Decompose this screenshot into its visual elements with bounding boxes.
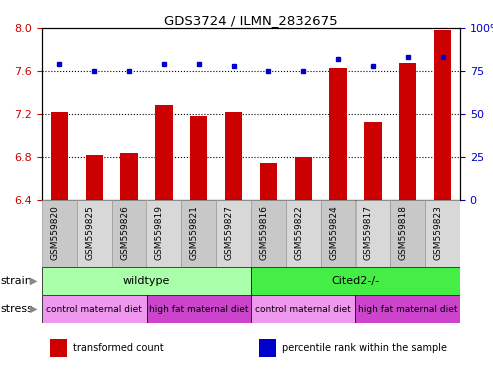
Text: percentile rank within the sample: percentile rank within the sample [282, 343, 447, 353]
Text: GSM559819: GSM559819 [155, 205, 164, 260]
Title: GDS3724 / ILMN_2832675: GDS3724 / ILMN_2832675 [164, 14, 338, 27]
Text: GSM559826: GSM559826 [120, 205, 129, 260]
Text: GSM559821: GSM559821 [190, 205, 199, 260]
Bar [390, 200, 425, 267]
Bar [181, 200, 216, 267]
Text: ▶: ▶ [30, 304, 37, 314]
Bar [77, 200, 112, 267]
Text: strain: strain [0, 276, 32, 286]
Bar [155, 105, 173, 200]
Text: GSM559824: GSM559824 [329, 205, 338, 260]
Text: control maternal diet: control maternal diet [255, 305, 351, 313]
Text: high fat maternal diet: high fat maternal diet [358, 305, 458, 313]
Text: control maternal diet: control maternal diet [46, 305, 142, 313]
Bar [51, 112, 68, 200]
Text: GSM559817: GSM559817 [364, 205, 373, 260]
Bar [50, 339, 67, 358]
Bar [434, 30, 451, 200]
Bar [216, 200, 251, 267]
Bar [146, 295, 251, 323]
Bar [120, 153, 138, 200]
Bar [286, 200, 320, 267]
Text: GSM559827: GSM559827 [225, 205, 234, 260]
Bar [42, 200, 77, 267]
Bar [399, 63, 417, 200]
Bar [329, 68, 347, 200]
Bar [364, 121, 382, 200]
Bar [146, 200, 181, 267]
Bar [294, 157, 312, 200]
Bar [251, 200, 286, 267]
Bar [425, 200, 460, 267]
Text: stress: stress [0, 304, 33, 314]
Bar [355, 295, 460, 323]
Bar [260, 164, 277, 200]
Text: Cited2-/-: Cited2-/- [331, 276, 380, 286]
Text: transformed count: transformed count [73, 343, 164, 353]
Text: GSM559825: GSM559825 [85, 205, 94, 260]
Bar [355, 200, 390, 267]
Bar [42, 267, 251, 295]
Bar [259, 339, 276, 358]
Text: GSM559823: GSM559823 [433, 205, 443, 260]
Text: wildtype: wildtype [123, 276, 170, 286]
Text: GSM559816: GSM559816 [259, 205, 268, 260]
Bar [251, 295, 355, 323]
Text: GSM559822: GSM559822 [294, 205, 303, 260]
Bar [190, 116, 208, 200]
Bar [42, 295, 146, 323]
Bar [251, 267, 460, 295]
Bar [225, 112, 242, 200]
Bar [320, 200, 355, 267]
Text: ▶: ▶ [30, 276, 37, 286]
Text: GSM559818: GSM559818 [399, 205, 408, 260]
Bar [86, 155, 103, 200]
Text: GSM559820: GSM559820 [50, 205, 60, 260]
Text: high fat maternal diet: high fat maternal diet [149, 305, 248, 313]
Bar [112, 200, 146, 267]
